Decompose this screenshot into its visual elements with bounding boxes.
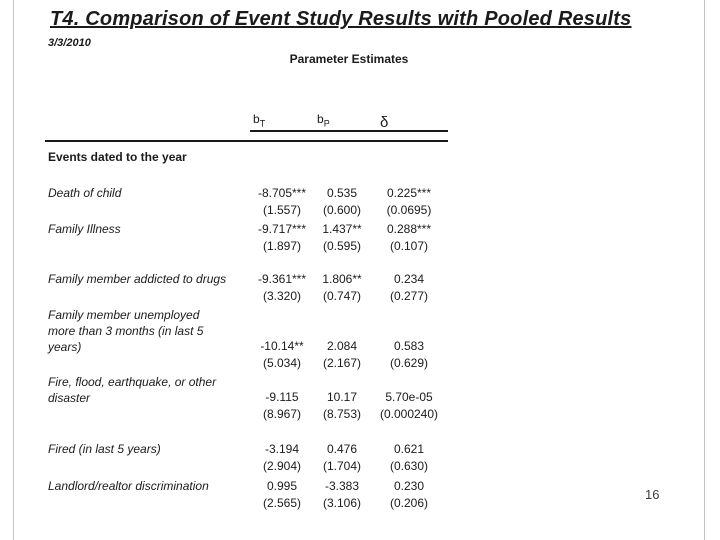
stderr-cell-bp: (0.595) <box>322 239 362 253</box>
header-underline <box>250 130 448 132</box>
stderr-cell-bt: (8.967) <box>262 407 302 421</box>
estimate-cell-bt: -3.194 <box>264 442 300 456</box>
stderr-cell-delta: (0.206) <box>389 496 429 510</box>
table-row: Family member unemployed more than 3 mon… <box>48 307 448 372</box>
stderr-cell-delta: (0.107) <box>389 239 429 253</box>
estimate-cell-bp: 2.084 <box>326 339 358 353</box>
table-row: Death of child -8.705*** 0.535 0.225*** … <box>48 185 448 219</box>
estimate-cell-bp: 1.437** <box>322 222 362 236</box>
stderr-cell-delta: (0.0695) <box>386 203 432 217</box>
estimate-cell-delta: 0.583 <box>393 339 425 353</box>
table-top-rule <box>45 140 448 142</box>
stderr-cell-bt: (2.904) <box>262 459 302 473</box>
estimate-cell-bp: 1.806** <box>322 272 362 286</box>
estimate-cell-delta: 0.225*** <box>386 186 432 200</box>
table-row: Fired (in last 5 years) -3.194 0.476 0.6… <box>48 441 448 475</box>
row-label: Family member addicted to drugs <box>48 272 227 286</box>
stderr-cell-bp: (3.106) <box>322 496 362 510</box>
header-bt-base: b <box>253 111 260 126</box>
table-row: Fire, flood, earthquake, or other disast… <box>48 374 448 423</box>
header-bp-base: b <box>317 111 324 126</box>
row-label: Family member unemployed more than 3 mon… <box>48 308 204 354</box>
estimate-cell-bt: -8.705*** <box>257 186 307 200</box>
estimate-cell-bt: -9.717*** <box>257 222 307 236</box>
stderr-cell-bt: (1.557) <box>262 203 302 217</box>
row-label: Landlord/realtor discrimination <box>48 479 209 493</box>
stderr-cell-delta: (0.000240) <box>379 407 439 421</box>
stderr-cell-bt: (2.565) <box>262 496 302 510</box>
estimate-cell-bt: -10.14** <box>260 339 304 353</box>
stderr-cell-bp: (0.600) <box>322 203 362 217</box>
stderr-cell-bp: (0.747) <box>322 289 362 303</box>
estimate-cell-bp: -3.383 <box>324 479 360 493</box>
slide-date: 3/3/2010 <box>48 37 91 49</box>
row-label: Fire, flood, earthquake, or other disast… <box>48 375 217 405</box>
estimate-cell-bp: 0.535 <box>326 186 358 200</box>
table-row: Family member addicted to drugs -9.361**… <box>48 271 448 305</box>
stderr-cell-bp: (1.704) <box>322 459 362 473</box>
stderr-cell-delta: (0.630) <box>389 459 429 473</box>
estimate-cell-bt: -9.115 <box>265 390 299 404</box>
table-header-row: bT bP δ <box>48 110 448 130</box>
row-label: Death of child <box>48 186 122 200</box>
column-header-bt: bT <box>250 112 314 130</box>
estimate-cell-bp: 10.17 <box>326 390 358 404</box>
estimate-cell-delta: 5.70e-05 <box>385 390 433 404</box>
column-header-bp: bP <box>314 112 370 130</box>
table-body: Death of child -8.705*** 0.535 0.225*** … <box>48 182 448 512</box>
page-number: 16 <box>645 487 660 502</box>
left-border-line <box>13 0 14 540</box>
column-header-delta: δ <box>370 115 448 130</box>
estimate-cell-delta: 0.234 <box>393 272 425 286</box>
estimate-cell-bt: 0.995 <box>266 479 298 493</box>
stderr-cell-bp: (2.167) <box>322 356 362 370</box>
stderr-cell-delta: (0.629) <box>389 356 429 370</box>
right-border-line <box>704 0 705 540</box>
stderr-cell-bt: (3.320) <box>262 289 302 303</box>
row-label: Fired (in last 5 years) <box>48 442 161 456</box>
stderr-cell-bp: (8.753) <box>322 407 362 421</box>
header-bt-sub: T <box>259 118 266 128</box>
header-bp-sub: P <box>323 118 330 128</box>
stderr-cell-delta: (0.277) <box>389 289 429 303</box>
stderr-cell-bt: (1.897) <box>262 239 302 253</box>
stderr-cell-bt: (5.034) <box>262 356 302 370</box>
estimate-cell-delta: 0.621 <box>393 442 425 456</box>
row-label: Family Illness <box>48 222 121 236</box>
estimate-cell-bp: 0.476 <box>326 442 358 456</box>
table-row: Landlord/realtor discrimination 0.995 -3… <box>48 478 448 512</box>
estimate-cell-delta: 0.288*** <box>386 222 432 236</box>
header-delta-base: δ <box>380 114 389 131</box>
section-header: Events dated to the year <box>48 150 187 164</box>
slide-title: T4. Comparison of Event Study Results wi… <box>50 8 632 30</box>
table-caption: Parameter Estimates <box>289 52 409 66</box>
table-row: Family Illness -9.717*** 1.437** 0.288**… <box>48 221 448 255</box>
estimate-cell-delta: 0.230 <box>393 479 425 493</box>
estimate-cell-bt: -9.361*** <box>257 272 307 286</box>
